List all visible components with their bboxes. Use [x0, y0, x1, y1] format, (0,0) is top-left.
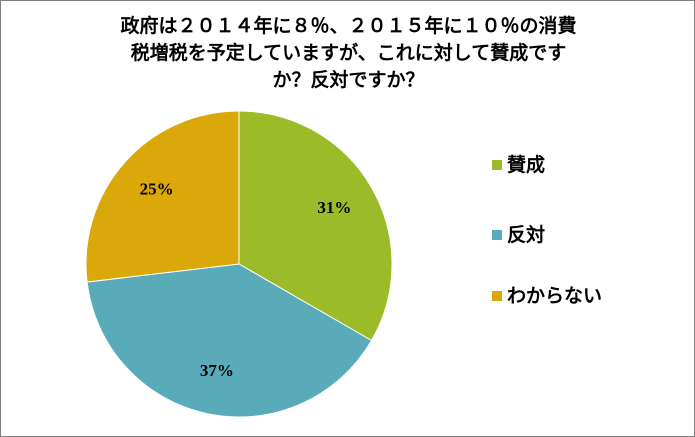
legend-swatch-unsure [492, 291, 502, 301]
legend-label-support: 賛成 [507, 154, 546, 176]
legend-label-oppose: 反対 [507, 224, 546, 246]
slice-unsure [85, 110, 240, 283]
chart-title-line-3: か？反対ですか？ [272, 69, 425, 91]
chart-title-line-1: 政府は２０１４年に８％、２０１５年に１０％の消費 [120, 15, 577, 37]
legend-label-unsure: わからない [507, 285, 603, 307]
chart-title-line-2: 税増税を予定していますが、これに対して賛成です [130, 42, 567, 64]
slice-oppose [86, 263, 373, 418]
chart-title: 政府は２０１４年に８％、２０１５年に１０％の消費 税増税を予定していますが、これ… [21, 13, 676, 94]
slice-support [238, 110, 393, 342]
legend-swatch-support [492, 160, 502, 170]
slice-label-unsure: 25% [140, 180, 174, 199]
legend-swatch-oppose [492, 230, 502, 240]
slice-label-support: 31% [317, 198, 351, 217]
slice-label-oppose: 37% [200, 361, 234, 380]
